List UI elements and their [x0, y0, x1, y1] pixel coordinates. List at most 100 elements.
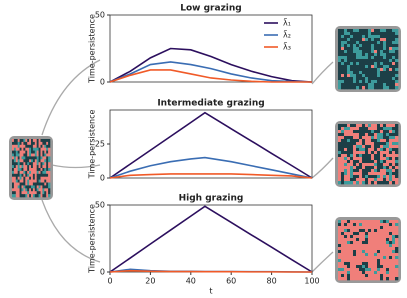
- cell: [19, 188, 22, 192]
- cell: [362, 151, 366, 155]
- cell: [344, 124, 348, 128]
- cell: [356, 247, 360, 251]
- cell: [350, 160, 354, 164]
- cell: [368, 77, 372, 81]
- cell: [377, 160, 381, 164]
- cell: [36, 165, 39, 169]
- cell: [44, 156, 47, 160]
- cell: [377, 166, 381, 170]
- cell: [359, 44, 363, 48]
- cell: [19, 141, 22, 146]
- cell: [356, 148, 360, 152]
- cell: [371, 56, 375, 60]
- cell: [21, 144, 24, 148]
- cell: [350, 41, 354, 45]
- cell: [353, 178, 357, 182]
- cell: [359, 56, 363, 60]
- cell: [12, 176, 15, 180]
- cell: [380, 44, 384, 48]
- cell: [386, 163, 390, 167]
- cell: [383, 166, 387, 170]
- cell: [48, 162, 51, 166]
- cell: [353, 133, 357, 137]
- cell: [359, 262, 363, 266]
- cell: [365, 157, 369, 161]
- cell: [365, 50, 369, 54]
- cell: [353, 250, 357, 254]
- cell: [380, 277, 384, 281]
- cell: [344, 80, 348, 84]
- cell: [386, 259, 390, 263]
- cell: [392, 41, 396, 45]
- cell: [362, 32, 366, 36]
- cell: [31, 147, 34, 151]
- cell: [368, 262, 372, 266]
- cell: [341, 226, 345, 230]
- cell: [40, 182, 43, 186]
- cell: [374, 235, 378, 239]
- cell: [389, 235, 393, 239]
- x-tick-label: 60: [226, 277, 236, 286]
- cell: [25, 185, 28, 189]
- cell: [383, 139, 387, 143]
- cell: [380, 151, 384, 155]
- cell: [341, 175, 345, 179]
- cell: [386, 53, 390, 57]
- cell: [350, 247, 354, 251]
- cell: [44, 165, 47, 169]
- cell: [371, 59, 375, 63]
- cell: [368, 154, 372, 158]
- cell: [374, 172, 378, 176]
- cell: [362, 35, 366, 39]
- cell: [29, 188, 32, 192]
- cell: [383, 133, 387, 137]
- cell: [365, 38, 369, 42]
- cell: [19, 153, 22, 157]
- cell: [365, 127, 369, 131]
- cell: [383, 262, 387, 266]
- cell: [338, 235, 342, 239]
- cell: [374, 229, 378, 233]
- cell: [368, 80, 372, 84]
- cell: [34, 173, 37, 177]
- cell: [365, 256, 369, 260]
- cell: [344, 223, 348, 227]
- cell: [359, 130, 363, 134]
- y-tick-label: 50: [95, 201, 105, 210]
- cell: [365, 262, 369, 266]
- cell: [377, 238, 381, 242]
- cell: [395, 148, 399, 152]
- cell: [13, 147, 17, 151]
- cell: [21, 153, 24, 157]
- cell: [356, 235, 360, 239]
- cell: [21, 194, 24, 198]
- cell: [48, 179, 51, 183]
- cell: [374, 32, 378, 36]
- cell: [27, 162, 30, 166]
- cell: [383, 160, 387, 164]
- cell: [365, 259, 369, 263]
- cell: [46, 141, 49, 146]
- cell: [347, 247, 351, 251]
- cell: [38, 162, 41, 166]
- cell: [377, 56, 381, 60]
- cell: [350, 68, 354, 72]
- cell: [365, 247, 369, 251]
- cell: [341, 127, 345, 131]
- cell: [377, 232, 381, 236]
- cell: [338, 53, 342, 57]
- cell: [32, 144, 36, 148]
- cell: [362, 163, 366, 167]
- cell: [38, 173, 41, 177]
- cell: [377, 47, 381, 51]
- cell: [368, 175, 372, 179]
- cell: [17, 165, 20, 169]
- cell: [40, 168, 43, 172]
- cell: [359, 169, 363, 173]
- cell: [377, 250, 381, 254]
- cell: [380, 172, 384, 176]
- cell: [359, 250, 363, 254]
- cell: [386, 268, 390, 272]
- cell: [365, 253, 369, 257]
- cell: [356, 268, 360, 272]
